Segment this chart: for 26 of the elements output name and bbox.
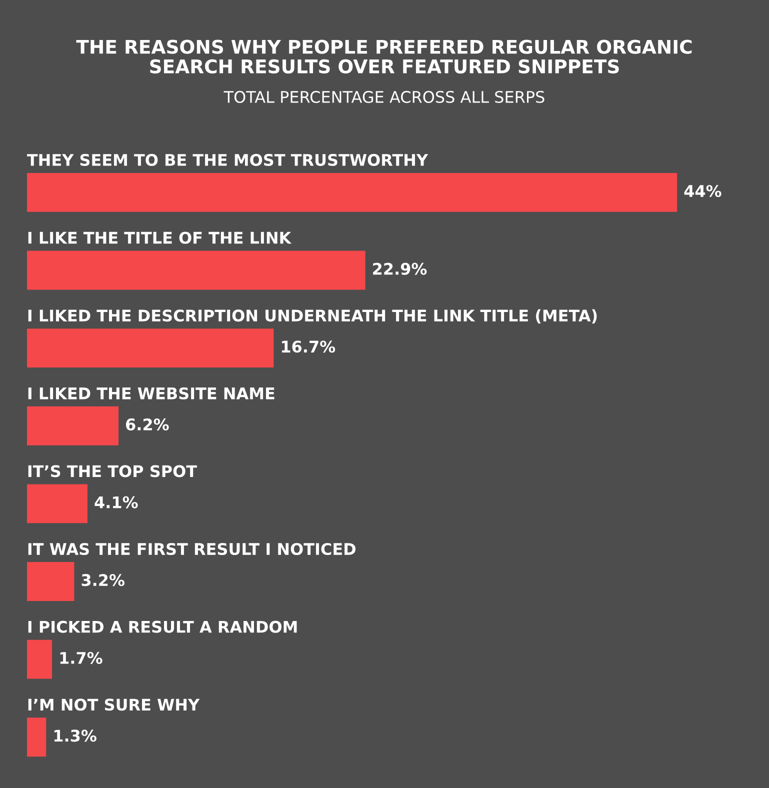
y-tick-label: THEY SEEM TO BE THE MOST TRUSTWORTHY: [26, 154, 428, 166]
data-label: 1.3%: [54, 730, 96, 742]
bar: [26, 328, 274, 368]
chart-title: THE REASONS WHY PEOPLE PREFERED REGULAR ORGANIC SEARCH RESULTS OVER FEATURED SNIPPETS: [76, 40, 692, 74]
data-label: 4.1%: [94, 496, 138, 508]
bar: [26, 172, 678, 212]
bar: [26, 718, 46, 757]
chart-subtitle: TOTAL PERCENTAGE ACROSS ALL SERPS: [224, 90, 544, 103]
bar: [26, 640, 52, 679]
data-label: 1.7%: [60, 652, 102, 664]
bar: [26, 484, 88, 524]
y-tick-label: IT’S THE TOP SPOT: [28, 465, 197, 478]
data-label: 6.2%: [126, 418, 169, 430]
y-tick-label: I PICKED A RESULT A RANDOM: [28, 620, 297, 633]
y-tick-label: I LIKED THE DESCRIPTION UNDERNEATH THE LINK TITLE (META): [28, 309, 597, 324]
y-tick-label: I’M NOT SURE WHY: [28, 698, 200, 711]
bar: [26, 250, 366, 290]
y-tick-label: I LIKED THE WEBSITE NAME: [28, 387, 274, 400]
data-label: 22.9%: [373, 262, 427, 275]
bar: [26, 562, 74, 601]
data-label: 3.2%: [82, 574, 124, 586]
y-tick-label: I LIKE THE TITLE OF THE LINK: [28, 232, 292, 244]
data-label: 16.7%: [282, 340, 336, 353]
data-label: 44%: [684, 184, 722, 198]
bar: [26, 406, 119, 446]
y-tick-label: IT WAS THE FIRST RESULT I NOTICED: [28, 542, 356, 556]
